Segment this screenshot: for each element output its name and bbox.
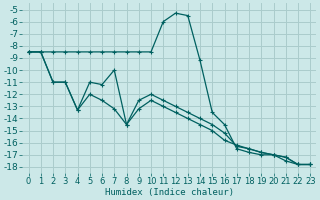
X-axis label: Humidex (Indice chaleur): Humidex (Indice chaleur) — [105, 188, 234, 197]
